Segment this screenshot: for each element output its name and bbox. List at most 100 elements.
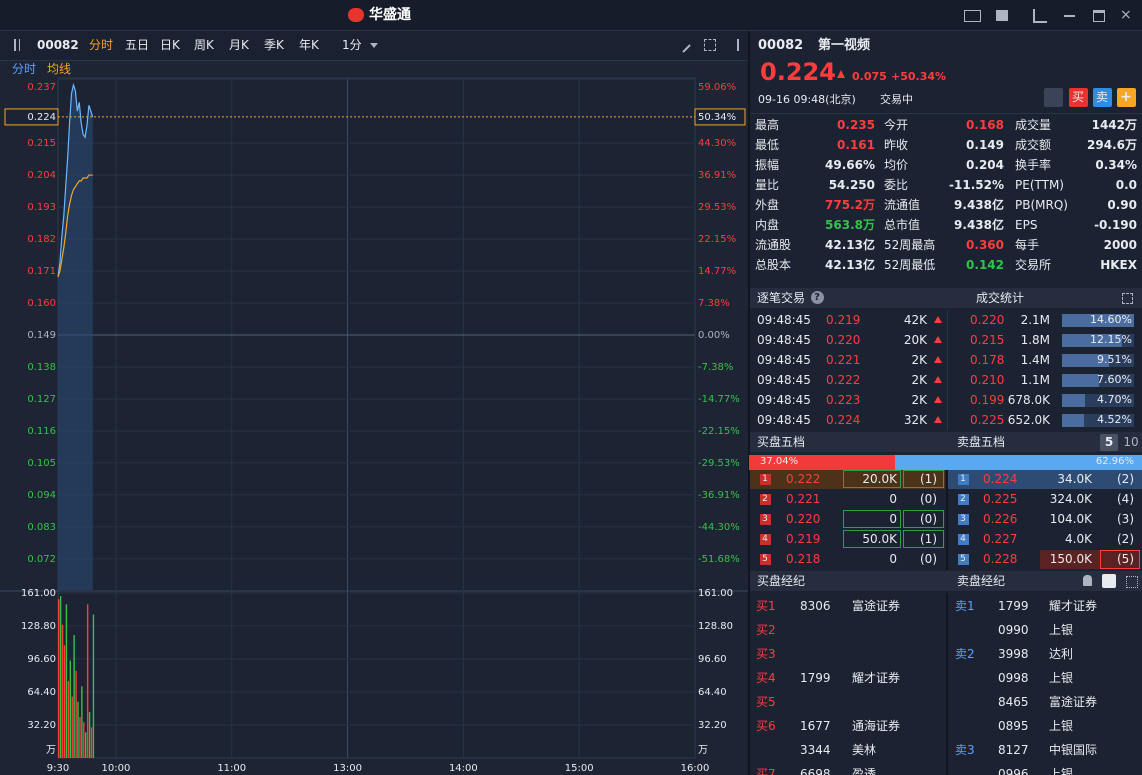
mail-button[interactable]	[964, 10, 981, 22]
broker-name: 上银	[1049, 767, 1074, 775]
ask-level: 5	[960, 554, 966, 564]
close-button[interactable]: ×	[1120, 7, 1132, 23]
period-tab[interactable]: 季K	[264, 38, 284, 52]
title-bar	[0, 0, 1142, 31]
dropdown-arrow[interactable]	[370, 43, 378, 48]
collapse-icon[interactable]	[727, 39, 739, 51]
interval-select[interactable]: 1分	[342, 38, 362, 52]
indicator-tab[interactable]: 分时	[12, 62, 37, 76]
ask-volume: 34.0K	[1057, 472, 1092, 486]
volume-tick-label: 96.60	[27, 654, 56, 665]
list-icon[interactable]	[1102, 574, 1116, 588]
bid-price: 0.222	[786, 472, 821, 486]
trade-price: 0.222	[826, 373, 861, 387]
bid-count: (1)	[920, 532, 937, 546]
bid-count: (0)	[920, 552, 937, 566]
stat-label: 换手率	[1015, 158, 1052, 172]
trade-up-arrow	[934, 336, 942, 343]
pct-tick-label: -44.30%	[698, 522, 740, 533]
trade-volume: 2K	[911, 373, 927, 387]
brand-logo	[348, 8, 364, 22]
panel-toggle-icon[interactable]	[14, 39, 20, 51]
x-tick-label: 11:00	[217, 763, 246, 774]
period-tab[interactable]: 年K	[299, 38, 319, 52]
help-icon[interactable]	[811, 291, 824, 304]
up-arrow	[837, 70, 845, 78]
period-tab[interactable]: 周K	[194, 38, 214, 52]
add-button-label[interactable]: +	[1120, 89, 1132, 105]
broker-name: 通海证券	[852, 719, 901, 733]
sell-button-label[interactable]: 卖	[1095, 90, 1108, 104]
bid-price: 0.218	[786, 552, 821, 566]
stat-label: 成交额	[1015, 138, 1052, 152]
period-tab[interactable]: 月K	[229, 38, 249, 52]
expand-icon[interactable]	[1122, 293, 1133, 304]
bid-level: 2	[762, 494, 768, 504]
maximize-button[interactable]	[1093, 10, 1105, 22]
buy-button-label[interactable]: 买	[1071, 90, 1084, 104]
indicator-tab[interactable]: 均线	[47, 62, 72, 76]
ask-price: 0.227	[983, 532, 1018, 546]
sell-button[interactable]	[1093, 88, 1112, 107]
ask-price: 0.224	[983, 472, 1018, 486]
alert-button[interactable]	[1044, 88, 1063, 107]
broker-name: 上银	[1049, 623, 1074, 637]
bid-ratio-label: 37.04%	[760, 456, 799, 467]
broker-level: 卖3	[955, 743, 975, 757]
period-tab[interactable]: 分时	[89, 38, 114, 52]
volume-bar	[73, 635, 75, 758]
bid-volume: 0	[889, 552, 897, 566]
count-cell	[903, 510, 944, 528]
depth-5-button[interactable]	[1100, 434, 1118, 451]
stat-price: 0.210	[970, 373, 1005, 387]
broker-code: 0895	[998, 719, 1029, 733]
stat-value: 294.6万	[1087, 138, 1137, 152]
volume-tick-label: 64.40	[27, 687, 56, 698]
grid-icon[interactable]	[1126, 576, 1138, 588]
y-tick-label: 0.193	[27, 202, 56, 213]
bid-volume: 50.0K	[862, 532, 897, 546]
skin-button[interactable]	[996, 10, 1008, 21]
stat-label: 每手	[1015, 238, 1040, 252]
stat-value: 0.235	[837, 118, 875, 132]
stat-value: 0.0	[1115, 178, 1137, 192]
section-header	[750, 432, 1142, 452]
ask-level: 1	[960, 474, 966, 484]
ask-price: 0.226	[983, 512, 1018, 526]
minimize-button[interactable]	[1064, 15, 1075, 17]
period-tab[interactable]: 五日	[125, 38, 150, 52]
broker-level: 买5	[756, 695, 776, 709]
trade-time: 09:48:45	[757, 333, 811, 347]
ask-ratio-label: 62.96%	[1095, 456, 1134, 467]
fullscreen-icon[interactable]	[704, 39, 716, 51]
stat-pct: 4.70%	[1097, 393, 1132, 406]
y-tick-label: 0.083	[27, 522, 56, 533]
volume-bar	[88, 711, 91, 758]
bid-level: 3	[762, 514, 768, 524]
shrink-button[interactable]	[1033, 9, 1047, 23]
trade-up-arrow	[934, 376, 942, 383]
level-badge	[958, 534, 969, 545]
ask-ratio-bar	[894, 455, 1142, 470]
stat-price: 0.220	[970, 313, 1005, 327]
trade-up-arrow	[934, 356, 942, 363]
depth-option[interactable]: 10	[1123, 435, 1139, 449]
add-button[interactable]	[1117, 88, 1136, 107]
stat-value: 0.142	[966, 258, 1004, 272]
stat-pct: 7.60%	[1097, 373, 1132, 386]
person-icon[interactable]	[1083, 575, 1092, 586]
pct-tick-label: 59.06%	[698, 82, 736, 93]
buy-button[interactable]	[1069, 88, 1088, 107]
price-area	[58, 84, 93, 590]
section-title: 买盘五档	[757, 435, 806, 449]
stat-label: 量比	[755, 178, 780, 192]
y-tick-label: 0.204	[27, 170, 56, 181]
broker-name: 中银国际	[1049, 743, 1098, 757]
broker-name: 富途证券	[852, 599, 901, 613]
broker-level: 买2	[756, 623, 776, 637]
depth-option[interactable]: 5	[1104, 435, 1114, 449]
y-tick-label: 0.149	[27, 330, 56, 341]
period-tab[interactable]: 日K	[160, 38, 180, 52]
pct-tick-label: 36.91%	[698, 170, 736, 181]
ask-level: 3	[960, 514, 966, 524]
